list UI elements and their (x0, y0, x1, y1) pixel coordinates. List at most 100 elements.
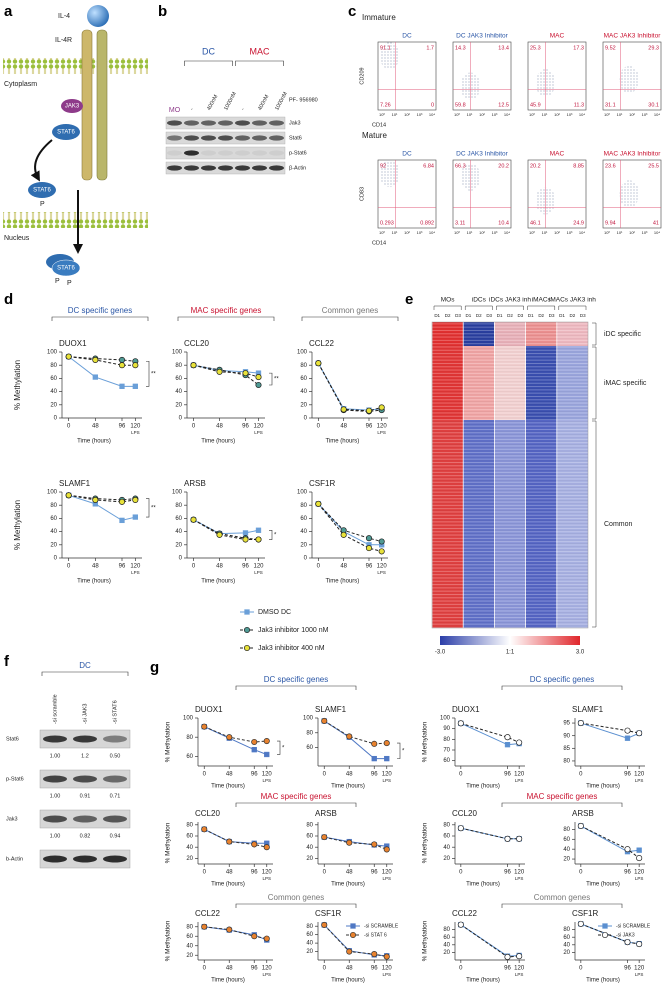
data-point (201, 723, 208, 730)
x-axis-label: Time (hours) (201, 439, 235, 445)
lane-label: -si STAT6 (112, 700, 118, 724)
column-bracket (433, 305, 462, 310)
group-header: Common genes (534, 893, 590, 902)
blot-band (269, 165, 284, 171)
data-point (365, 407, 373, 414)
x-axis-label: Time (hours) (466, 882, 500, 888)
x-axis-label: Time (hours) (211, 882, 245, 888)
quadrant-value: 7.26 (380, 102, 391, 108)
cluster-label: iMAC specific (604, 380, 647, 387)
donor-label: D1 (434, 313, 440, 318)
group-header: DC specific genes (264, 675, 328, 684)
x-note: LPS (382, 876, 391, 881)
x-tick-label: 120 (377, 424, 388, 430)
series-line (323, 720, 387, 745)
y-tick-label: 60 (50, 376, 57, 382)
y-tick-label: 20 (306, 949, 313, 955)
y-tick-label: 60 (306, 834, 313, 840)
quadrant-value: 59.8 (455, 102, 466, 108)
series-line (204, 726, 267, 755)
x-axis-label: Time (hours) (326, 439, 360, 445)
quadrant-value: 1.7 (426, 45, 434, 51)
x-note: LPS (515, 972, 524, 977)
quadrant-value: 29.3 (648, 45, 659, 51)
blot-band (43, 855, 67, 863)
x-tick-label: 48 (226, 966, 233, 972)
chart-title: CCL22 (309, 339, 334, 348)
data-point (457, 720, 464, 727)
axis-tick-label: 10⁴ (504, 230, 510, 235)
y-tick-label: 0 (304, 556, 308, 562)
data-point (378, 404, 385, 411)
x-tick-label: 48 (346, 870, 353, 876)
y-axis-label: % Methylation (13, 500, 22, 550)
chart-title: CCL22 (195, 909, 220, 918)
significance-bracket (397, 742, 401, 759)
data-point (365, 535, 373, 542)
data-point (457, 825, 464, 832)
data-point (201, 826, 208, 833)
series-line (204, 828, 267, 848)
y-tick-label: 20 (563, 857, 570, 863)
blot-band (167, 135, 182, 141)
x-tick-label: 96 (371, 772, 378, 778)
series-line (317, 503, 382, 546)
x-tick-label: 120 (634, 772, 645, 778)
y-tick-label: 0 (179, 416, 183, 422)
x-note: LPS (515, 876, 524, 881)
y-tick-label: 20 (300, 402, 307, 408)
x-tick-label: 96 (624, 772, 631, 778)
arrow (30, 139, 53, 182)
series-line (204, 926, 267, 940)
x-tick-label: 0 (579, 772, 583, 778)
axis-label: CD14 (372, 122, 386, 128)
axis-tick-label: 10⁴ (579, 230, 585, 235)
x-tick-label: 0 (323, 772, 327, 778)
quadrant-value: 20.2 (498, 163, 509, 169)
y-tick-label: 60 (186, 834, 193, 840)
quadrant-value: 11.3 (574, 102, 584, 108)
axis-tick-label: 10² (479, 112, 485, 117)
x-tick-label: 0 (192, 564, 196, 570)
data-point (118, 356, 126, 363)
axis-label: CD209 (359, 67, 365, 84)
cluster-label: Common (604, 521, 633, 528)
panel-label: c (348, 3, 356, 20)
cluster-bracket (592, 346, 597, 420)
x-axis-label: Time (hours) (331, 882, 365, 888)
data-point (65, 353, 72, 360)
series-line (460, 827, 520, 840)
axis-tick-label: 10¹ (617, 230, 623, 235)
x-tick-label: 120 (130, 564, 141, 570)
column-label: iMACs JAK3 inh (549, 297, 596, 304)
x-note: LPS (262, 778, 271, 783)
series-line (68, 494, 136, 501)
quant-value: 0.71 (110, 793, 121, 799)
y-axis-label: % Methylation (422, 920, 429, 961)
blot-band (218, 120, 233, 126)
row-label: Jak3 (289, 120, 301, 126)
blot-band (73, 855, 97, 863)
row-label: Stat6 (289, 135, 302, 141)
y-tick-label: 20 (50, 402, 57, 408)
series-line (68, 494, 136, 521)
panel-label: d (4, 291, 13, 308)
data-point (118, 498, 126, 505)
axis-tick-label: 10¹ (542, 112, 548, 117)
chart-title: DUOX1 (195, 705, 223, 714)
y-tick-label: 40 (175, 389, 182, 395)
blot-band (184, 165, 199, 171)
blot-band (218, 150, 233, 156)
y-tick-label: 80 (306, 822, 313, 828)
y-axis-label: % Methylation (422, 721, 429, 762)
x-tick-label: 48 (346, 772, 353, 778)
data-point (365, 545, 373, 552)
y-tick-label: 60 (563, 837, 570, 843)
x-tick-label: 0 (579, 966, 583, 972)
y-tick-label: 80 (175, 363, 182, 369)
data-point (263, 844, 270, 851)
y-tick-label: 40 (306, 941, 313, 947)
x-axis-label: Time (hours) (586, 784, 620, 790)
quadrant-value: 12.5 (498, 102, 509, 108)
